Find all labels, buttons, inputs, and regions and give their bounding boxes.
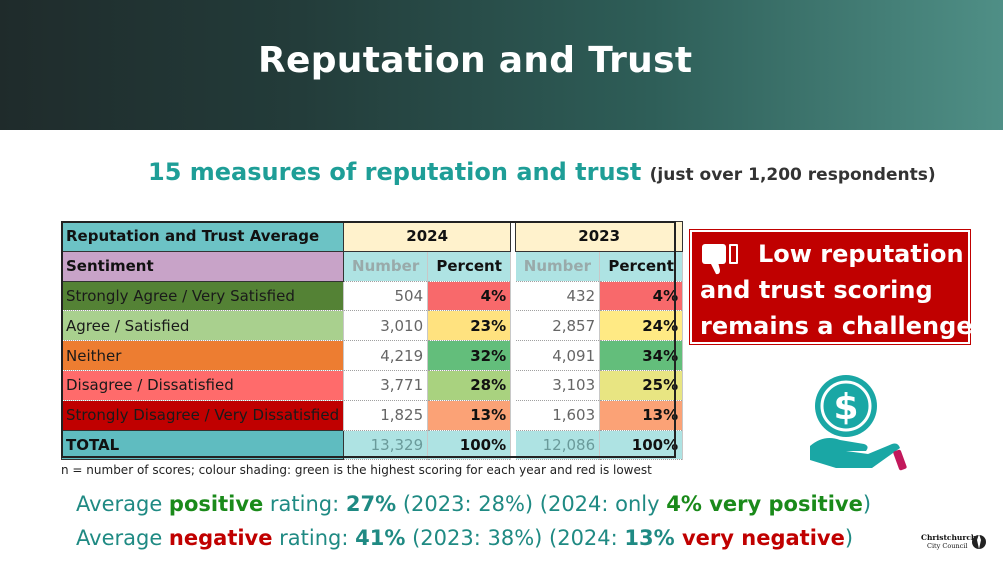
table-column-header-row: Sentiment Number Percent Number Percent [60,250,684,282]
cathedral-logo-icon [972,534,986,549]
percent-header-2023: Percent [599,251,684,282]
slide-title: Reputation and Trust [258,40,693,81]
negative-word: negative [168,526,273,550]
number-2023: 2,857 [515,310,601,342]
number-header-2024: Number [343,251,429,282]
negative-value: 41% [355,526,406,550]
total-label: TOTAL [60,429,345,461]
logo-line-1: Christchurch [921,533,977,542]
sentiment-header: Sentiment [60,250,345,282]
number-2024: 4,219 [343,340,429,371]
total-percent-2023: 100% [599,430,684,461]
table-total-row: TOTAL 13,329 100% 12,086 100% [60,429,684,461]
year-2023-header: 2023 [515,221,684,252]
column-gap [510,281,516,311]
year-2024-header: 2024 [343,221,512,252]
number-2024: 1,825 [343,400,429,431]
very-negative-value: 13% [624,526,675,550]
percent-2024: 23% [427,310,512,342]
percent-2023: 4% [599,281,684,312]
number-2023: 3,103 [515,370,601,401]
negative-mid: rating: [272,526,356,550]
table-row: Strongly Disagree / Very Dissatisfied 1,8… [60,400,684,431]
table-title-cell: Reputation and Trust Average [60,221,345,252]
sentiment-label: Strongly Agree / Very Satisfied [60,281,345,312]
reputation-table: Reputation and Trust Average 2024 2023 S… [60,221,684,461]
number-2023: 1,603 [515,400,601,431]
subtitle-main: 15 measures of reputation and trust [148,158,642,186]
number-header-2023: Number [515,251,601,282]
negative-compare: (2023: 38%) (2024: [405,526,625,550]
positive-close: ) [862,492,872,516]
column-gap [510,340,516,371]
title-banner: Reputation and Trust [0,0,1003,130]
column-gap [510,310,516,341]
slide-subtitle: 15 measures of reputation and trust (jus… [148,158,936,186]
number-2023: 432 [515,281,601,312]
table-row: Neither 4,219 32% 4,091 34% [60,340,684,371]
total-number-2024: 13,329 [343,430,429,461]
table-body: Strongly Agree / Very Satisfied 504 4% 432 4… [60,281,684,431]
challenge-callout: Low reputation and trust scoring remains… [689,229,973,345]
very-positive-value: 4% [666,492,702,516]
logo-line-2: City Council [927,542,968,550]
svg-text:$: $ [833,387,858,428]
table-row: Strongly Agree / Very Satisfied 504 4% 432 4… [60,281,684,312]
table-footnote: n = number of scores; colour shading: gr… [61,463,652,477]
negative-close: ) [844,526,854,550]
council-logo: Christchurch City Council [921,531,987,551]
column-gap [510,400,516,431]
number-2023: 4,091 [515,340,601,371]
money-in-hand-icon: $ [810,375,907,471]
total-percent-2024: 100% [427,430,512,461]
callout-line-1: Low reputation [758,240,964,268]
positive-mid: rating: [263,492,346,516]
callout-line-2: and trust scoring [700,276,933,304]
table-header-row: Reputation and Trust Average 2024 2023 [60,221,684,252]
sentiment-label: Neither [60,340,345,371]
sentiment-label: Disagree / Dissatisfied [60,370,345,401]
very-positive-word: very positive [701,492,863,516]
percent-2023: 13% [599,400,684,431]
percent-2023: 25% [599,370,684,401]
percent-2024: 4% [427,281,512,312]
column-gap [510,430,516,460]
positive-word: positive [168,492,264,516]
column-gap [510,251,516,282]
positive-summary: Average positive rating: 27% (2023: 28%)… [76,492,871,516]
percent-2024: 28% [427,370,512,401]
sentiment-label: Agree / Satisfied [60,310,345,342]
percent-2024: 13% [427,400,512,431]
percent-2023: 34% [599,340,684,371]
number-2024: 3,771 [343,370,429,401]
sentiment-label: Strongly Disagree / Very Dissatisfied [60,400,345,431]
column-gap [510,221,516,252]
positive-value: 27% [345,492,397,516]
very-negative-word: very negative [674,526,845,550]
percent-2024: 32% [427,340,512,371]
callout-line-3: remains a challenge [700,312,973,340]
negative-pre: Average [76,526,169,550]
percent-2023: 24% [599,310,684,342]
positive-compare: (2023: 28%) (2024: only [396,492,667,516]
positive-pre: Average [76,492,169,516]
total-number-2023: 12,086 [515,430,601,461]
column-gap [510,370,516,401]
number-2024: 3,010 [343,310,429,342]
table-row: Disagree / Dissatisfied 3,771 28% 3,103 25% [60,370,684,401]
number-2024: 504 [343,281,429,312]
table-row: Agree / Satisfied 3,010 23% 2,857 24% [60,310,684,342]
percent-header-2024: Percent [427,251,512,282]
thumbs-down-icon [702,244,738,275]
subtitle-note: (just over 1,200 respondents) [649,165,936,185]
negative-summary: Average negative rating: 41% (2023: 38%)… [76,526,853,550]
